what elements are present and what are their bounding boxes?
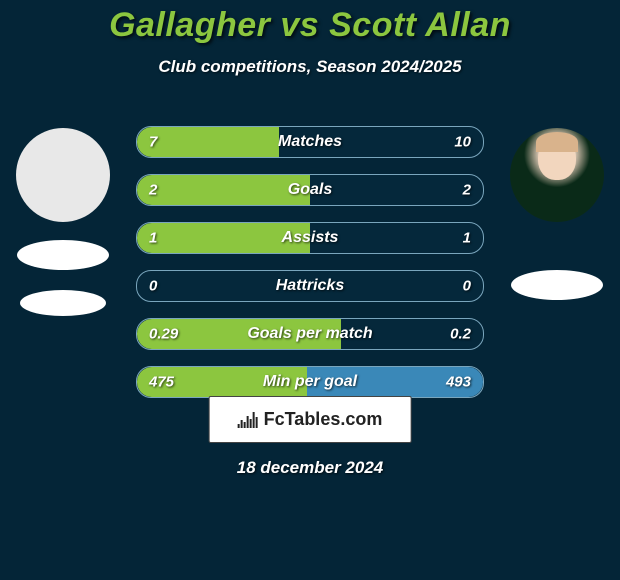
stat-row: 1Assists1 (136, 222, 484, 254)
shadow-ellipse (20, 290, 106, 316)
comparison-area: 7Matches102Goals21Assists10Hattricks00.2… (0, 106, 620, 406)
stats-list: 7Matches102Goals21Assists10Hattricks00.2… (136, 126, 484, 414)
player-left-avatar (16, 128, 110, 222)
infographic-date: 18 december 2024 (0, 458, 620, 478)
page-title: Gallagher vs Scott Allan (0, 6, 620, 45)
page-subtitle: Club competitions, Season 2024/2025 (0, 57, 620, 77)
stat-row: 475Min per goal493 (136, 366, 484, 398)
stat-right-value: 493 (446, 374, 471, 391)
stat-row: 7Matches10 (136, 126, 484, 158)
stat-label: Min per goal (137, 373, 483, 391)
stat-label: Goals per match (137, 325, 483, 343)
stat-label: Assists (137, 229, 483, 247)
stat-right-value: 0 (463, 278, 471, 295)
shadow-ellipse (17, 240, 109, 270)
stat-label: Goals (137, 181, 483, 199)
stat-right-value: 0.2 (450, 326, 471, 343)
player-left-column (8, 128, 118, 316)
stat-label: Matches (137, 133, 483, 151)
stat-row: 0.29Goals per match0.2 (136, 318, 484, 350)
stat-right-value: 10 (454, 134, 471, 151)
player-right-avatar (510, 128, 604, 222)
stat-right-value: 1 (463, 230, 471, 247)
infographic-container: Gallagher vs Scott Allan Club competitio… (0, 6, 620, 580)
branding-badge[interactable]: FcTables.com (209, 396, 412, 443)
stat-label: Hattricks (137, 277, 483, 295)
player-right-column (502, 128, 612, 300)
shadow-ellipse (511, 270, 603, 300)
branding-text: FcTables.com (264, 409, 383, 430)
stat-row: 0Hattricks0 (136, 270, 484, 302)
stat-right-value: 2 (463, 182, 471, 199)
stat-row: 2Goals2 (136, 174, 484, 206)
bar-chart-icon (238, 412, 258, 428)
